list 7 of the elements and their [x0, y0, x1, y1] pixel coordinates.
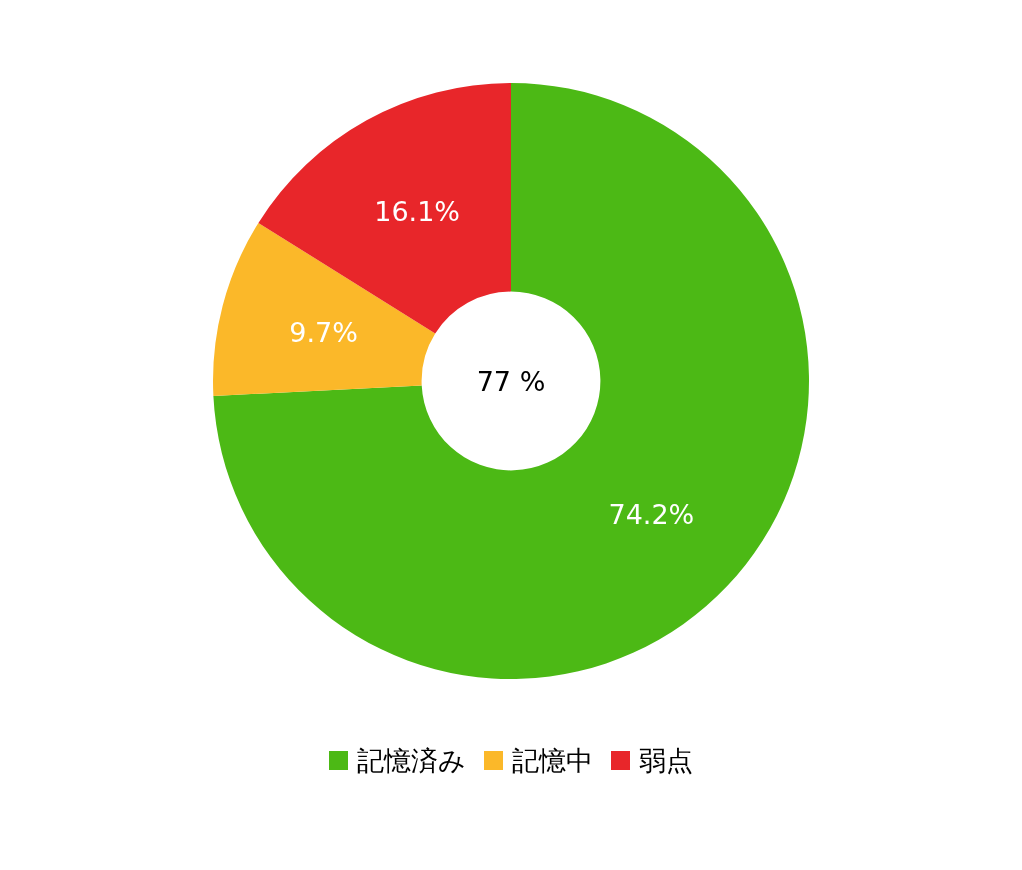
data-label: 74.2%: [608, 498, 695, 530]
data-label: 9.7%: [289, 316, 358, 348]
data-label: 16.1%: [374, 196, 461, 228]
legend-label: 記憶中: [512, 744, 593, 776]
text: 77 %: [476, 365, 546, 397]
legend-label: 弱点: [639, 744, 693, 776]
legend-label: 記憶済み: [357, 744, 466, 776]
